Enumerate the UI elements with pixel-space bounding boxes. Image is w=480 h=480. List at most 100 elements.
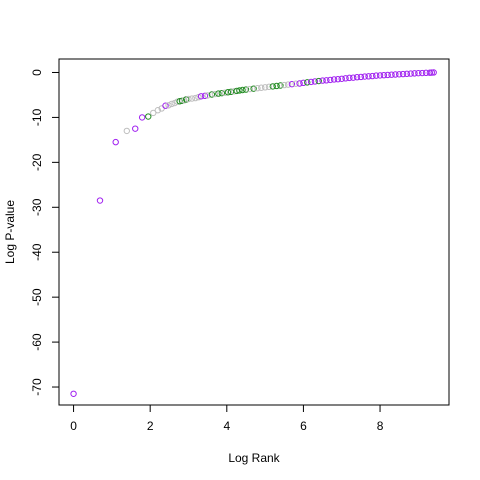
y-tick-label: 0 xyxy=(30,69,44,76)
data-point xyxy=(415,69,422,77)
data-point xyxy=(307,78,315,86)
data-point xyxy=(112,138,119,146)
data-point xyxy=(411,70,418,77)
data-point xyxy=(250,85,257,92)
data-point xyxy=(215,90,222,97)
data-point xyxy=(176,98,183,105)
data-point xyxy=(426,69,434,76)
data-point xyxy=(265,83,273,91)
data-point xyxy=(281,81,288,89)
data-point xyxy=(353,73,361,81)
data-point xyxy=(407,70,414,77)
data-point xyxy=(311,78,319,85)
data-point xyxy=(70,390,77,397)
data-point xyxy=(288,80,296,88)
data-point xyxy=(242,86,250,93)
data-point xyxy=(258,84,265,91)
data-point xyxy=(365,73,372,80)
x-axis-title: Log Rank xyxy=(228,451,280,465)
data-point xyxy=(204,92,211,99)
data-point xyxy=(384,71,391,79)
data-point xyxy=(211,90,219,98)
data-point xyxy=(195,93,202,101)
y-tick-label: -30 xyxy=(30,198,44,216)
x-tick-label: 8 xyxy=(377,419,384,433)
x-tick-label: 6 xyxy=(300,419,307,433)
data-point xyxy=(392,71,399,78)
y-tick-label: -60 xyxy=(30,333,44,351)
x-axis: 0 2 4 6 8 xyxy=(70,404,384,433)
data-point xyxy=(145,113,152,120)
data-point xyxy=(154,107,162,114)
y-tick-label: -10 xyxy=(30,108,44,126)
data-point xyxy=(428,69,435,76)
data-point xyxy=(334,76,342,83)
data-point xyxy=(350,74,357,81)
data-point xyxy=(373,72,380,79)
data-point xyxy=(221,89,229,96)
data-point xyxy=(239,86,246,94)
data-point xyxy=(188,95,196,102)
data-point xyxy=(201,92,209,100)
data-point xyxy=(277,82,284,89)
data-point xyxy=(361,73,368,80)
y-tick-label: -50 xyxy=(30,288,44,306)
x-tick-label: 0 xyxy=(70,419,77,433)
data-point xyxy=(369,72,376,80)
data-point xyxy=(162,102,169,109)
data-point xyxy=(304,79,311,86)
data-point xyxy=(323,77,330,84)
data-point xyxy=(168,100,175,108)
data-point xyxy=(292,80,299,87)
data-points xyxy=(70,69,437,397)
data-point xyxy=(284,81,292,88)
data-point xyxy=(174,98,181,105)
data-point xyxy=(123,127,131,135)
data-point xyxy=(254,85,261,92)
x-tick-label: 4 xyxy=(223,419,230,433)
data-point xyxy=(357,73,365,81)
data-point xyxy=(342,75,349,82)
x-tick-label: 2 xyxy=(147,419,154,433)
y-axis: 0 -10 -20 -30 -40 -50 -60 -70 xyxy=(30,69,60,396)
data-point xyxy=(138,114,146,121)
data-point xyxy=(403,70,411,78)
y-axis-title: Log P-value xyxy=(3,200,17,264)
data-point xyxy=(197,93,205,100)
data-point xyxy=(185,95,192,103)
data-point xyxy=(150,109,157,117)
data-point xyxy=(376,72,384,79)
data-point xyxy=(269,83,276,90)
data-point xyxy=(315,77,322,85)
data-point xyxy=(346,74,353,82)
data-point xyxy=(192,94,199,102)
data-point xyxy=(246,85,253,93)
data-point xyxy=(178,97,186,104)
data-point xyxy=(273,82,280,90)
data-point xyxy=(218,89,226,97)
data-point xyxy=(327,76,334,84)
data-point xyxy=(338,75,345,82)
data-point xyxy=(395,71,403,78)
data-point xyxy=(300,79,307,87)
data-point xyxy=(330,76,338,83)
y-tick-label: -40 xyxy=(30,243,44,261)
data-point xyxy=(236,87,243,94)
data-point xyxy=(430,69,437,76)
data-point xyxy=(380,71,388,79)
data-point xyxy=(261,84,269,91)
data-point xyxy=(208,91,216,98)
y-tick-label: -70 xyxy=(30,378,44,396)
data-point xyxy=(319,77,326,84)
data-point xyxy=(399,70,407,78)
data-point xyxy=(132,125,139,132)
y-tick-label: -20 xyxy=(30,153,44,171)
data-point xyxy=(296,80,303,87)
data-point xyxy=(388,71,395,78)
data-point xyxy=(224,89,232,96)
data-point xyxy=(96,197,104,204)
data-point xyxy=(165,102,172,109)
data-point xyxy=(418,69,426,77)
